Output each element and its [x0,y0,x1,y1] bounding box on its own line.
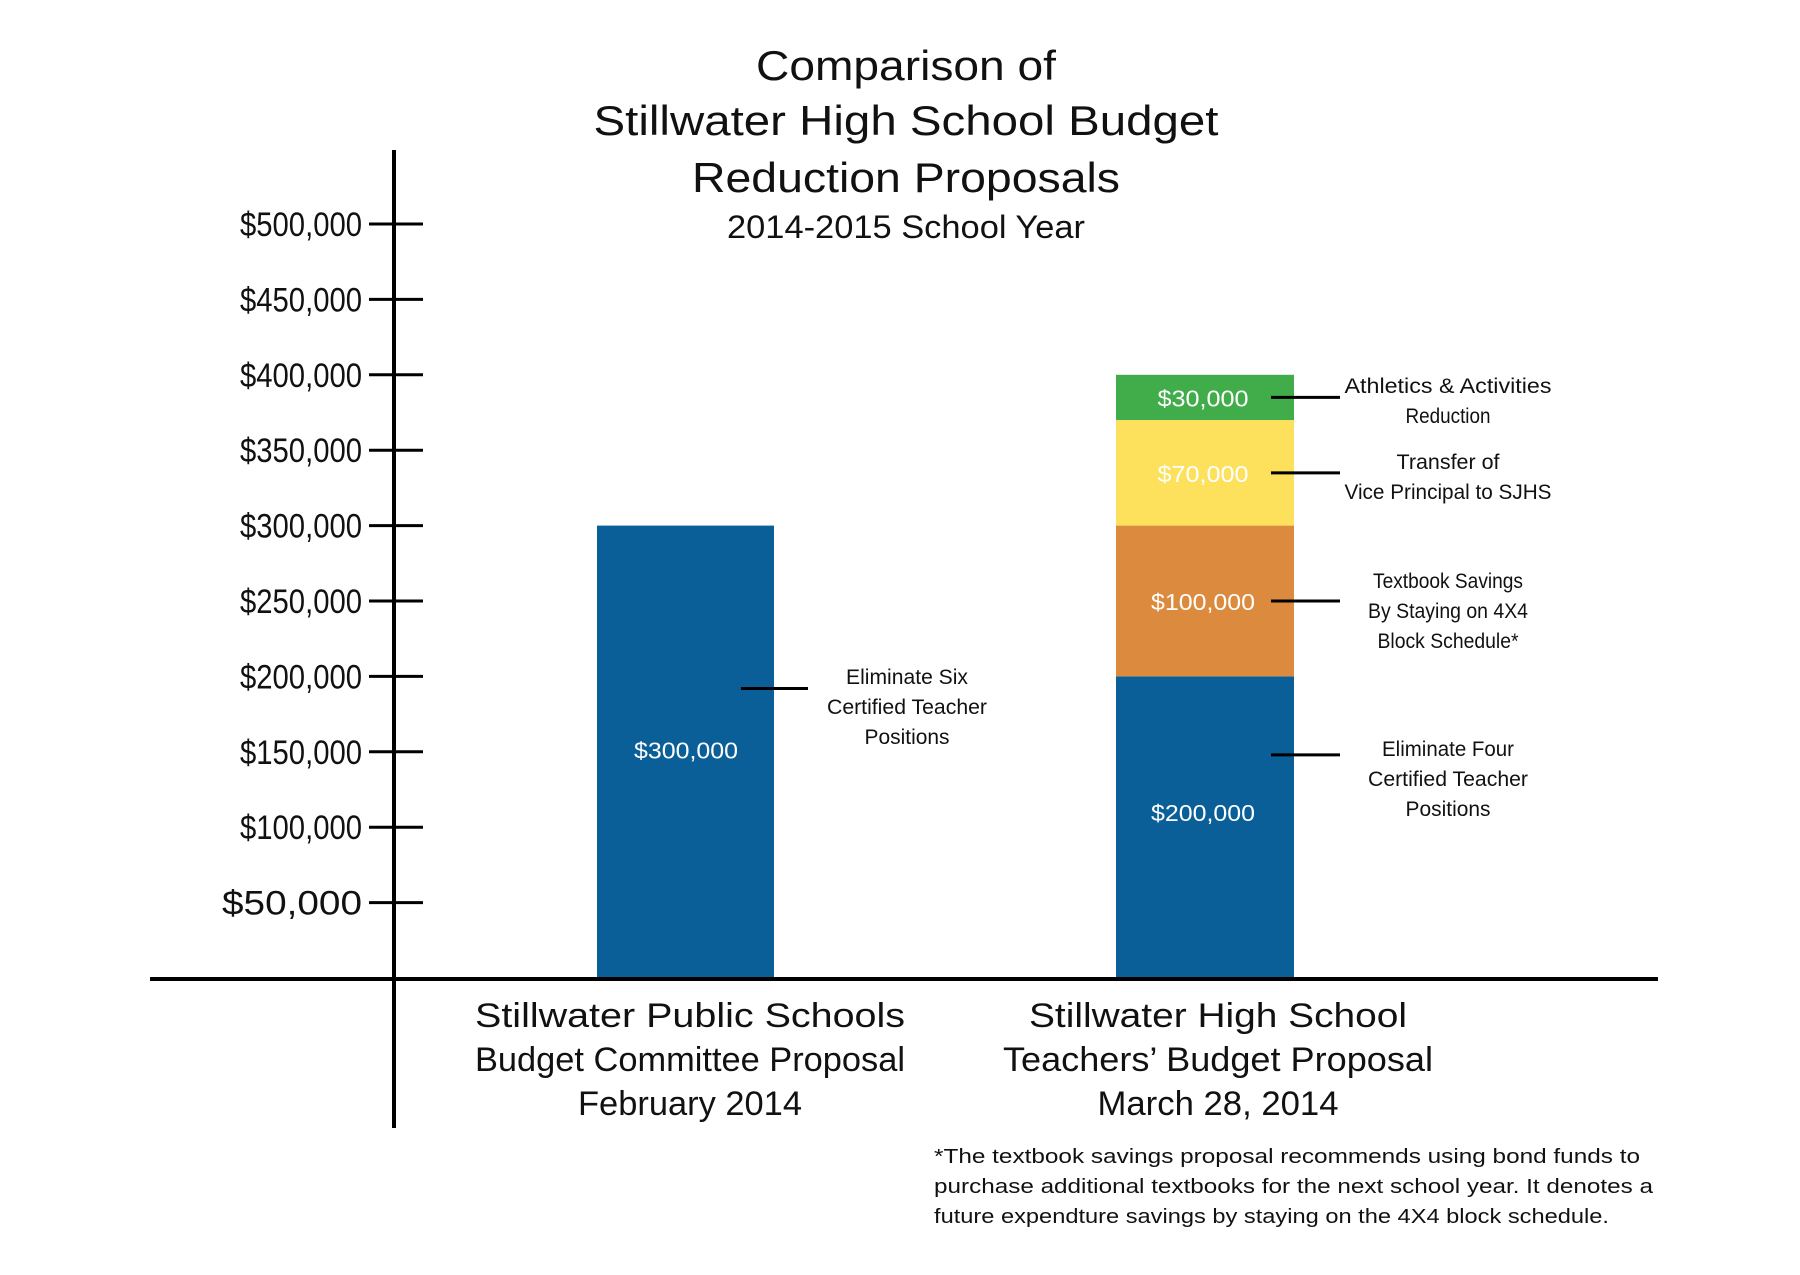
category-labels: Stillwater Public Schools Budget Committe… [475,997,1433,1123]
category-label-line: Budget Committee Proposal [475,1041,905,1079]
y-tick-label: $350,000 [240,432,362,470]
y-tick-label: $200,000 [240,658,362,696]
annotation-text-line: Textbook Savings [1373,570,1523,593]
bar-segment [1116,676,1294,978]
y-tick-label: $450,000 [240,281,362,319]
y-tick-label: $300,000 [240,508,362,546]
y-tick-label: $50,000 [222,885,362,923]
annotation-text-line: Transfer of [1397,451,1500,474]
title-line-2: Stillwater High School Budget [594,97,1219,144]
bar-value-label: $200,000 [1151,800,1255,826]
bar-value-label: $100,000 [1151,589,1255,615]
y-tick-label: $150,000 [240,734,362,772]
annotation-text-line: Positions [865,726,950,749]
annotation-text-line: Eliminate Four [1382,738,1514,761]
y-tick-label: $100,000 [240,809,362,847]
bar-segment [597,525,774,978]
bars-group [597,374,1294,978]
category-label-line: Stillwater Public Schools [475,997,905,1035]
bar-segment [1116,525,1294,677]
annotation-text-line: By Staying on 4X4 [1368,600,1528,623]
y-tick-label: $250,000 [240,583,362,621]
bar-value-label: $30,000 [1158,385,1249,411]
annotation-text-line: Vice Principal to SJHS [1345,481,1552,504]
footnote: *The textbook savings proposal recommend… [934,1146,1654,1228]
annotation-text-line: Athletics & Activities [1345,375,1552,398]
bar-segment [1116,420,1294,526]
footnote-line-3: future expendture savings by staying on … [934,1206,1609,1228]
bar-segment [1116,374,1294,421]
value-labels-group: $300,000 $200,000 $100,000 $70,000 $30,000 [634,385,1255,826]
y-tick-label: $500,000 [240,206,362,244]
title-line-1: Comparison of [756,42,1056,89]
annotation-text-line: Eliminate Six [846,666,968,689]
annotation-text-line: Certified Teacher [1368,768,1528,791]
annotations-group: Eliminate Six Certified Teacher Positions E… [827,375,1552,821]
annotation-text-line: Positions [1406,798,1491,821]
chart-subtitle: 2014-2015 School Year [727,209,1085,245]
y-axis-ticks: $500,000 $450,000 $400,000 $350,000 $300,000… [222,206,423,923]
annotation-text-line: Reduction [1406,405,1491,428]
annotation-text-line: Certified Teacher [827,696,987,719]
y-tick-label: $400,000 [240,357,362,395]
title-line-3: Reduction Proposals [692,154,1120,201]
category-label-line: March 28, 2014 [1098,1085,1339,1123]
footnote-line-1: *The textbook savings proposal recommend… [934,1146,1640,1168]
category-label-line: Stillwater High School [1029,997,1407,1035]
annotation-text-line: Block Schedule* [1378,630,1519,653]
bar-value-label: $70,000 [1158,461,1249,487]
connectors-group [741,395,1340,757]
bar-value-label: $300,000 [634,738,738,764]
chart-title: Comparison of Stillwater High School Bud… [594,42,1219,245]
footnote-line-2: purchase additional textbooks for the ne… [934,1176,1654,1198]
category-label-line: February 2014 [578,1085,802,1123]
category-label-line: Teachers’ Budget Proposal [1003,1041,1433,1079]
